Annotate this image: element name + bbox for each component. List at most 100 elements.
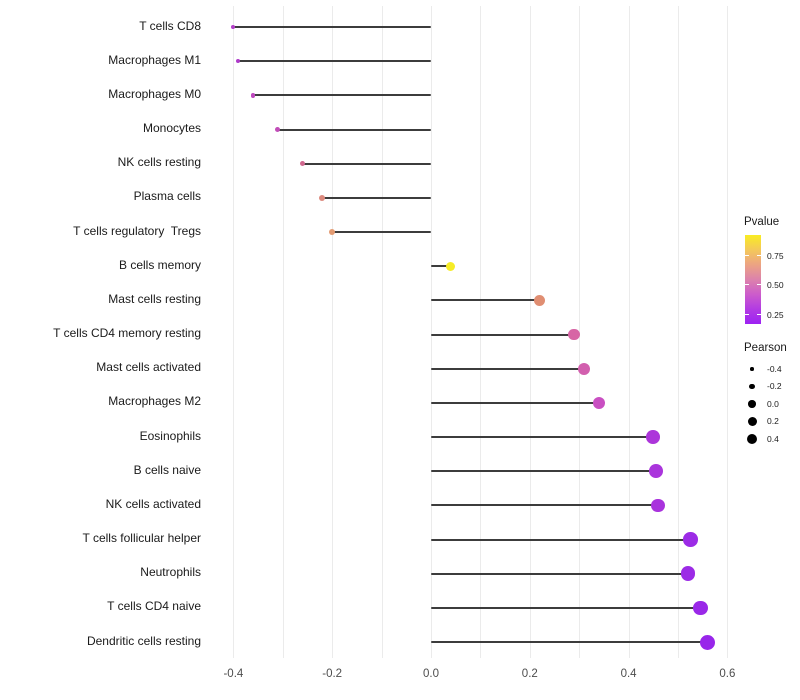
- category-label: Macrophages M0: [108, 86, 201, 101]
- lollipop-point: [231, 25, 236, 29]
- lollipop-stem: [431, 470, 656, 473]
- lollipop-point: [250, 93, 256, 98]
- pearson-legend-dot: [746, 433, 758, 444]
- lollipop-point: [329, 228, 336, 236]
- colorbar-tick-mark: [745, 284, 749, 285]
- pearson-legend-label: -0.4: [767, 363, 782, 374]
- pearson-legend-dot: [747, 416, 757, 426]
- lollipop-stem: [431, 333, 575, 336]
- lollipop-point: [648, 464, 663, 479]
- lollipop-point: [651, 498, 666, 513]
- pearson-legend-item: 0.0: [744, 395, 800, 413]
- pvalue-colorbar: [745, 235, 761, 324]
- colorbar-tick-mark: [745, 314, 749, 315]
- pearson-legend-dot: [750, 367, 754, 371]
- lollipop-stem: [302, 162, 431, 165]
- lollipop-point: [578, 362, 591, 375]
- legend-pearson: Pearson -0.4 -0.2 0.0 0.2 0.4: [744, 342, 800, 448]
- gridline: [282, 6, 284, 658]
- lollipop-point: [236, 59, 241, 64]
- pearson-legend-item: 0.2: [744, 413, 800, 431]
- lollipop-point: [446, 261, 456, 271]
- pearson-legend-dot-cell: [744, 383, 760, 389]
- lollipop-point: [299, 160, 306, 167]
- pearson-legend-dot-cell: [744, 416, 760, 426]
- category-label: T cells regulatory Tregs: [73, 223, 201, 238]
- lollipop-point: [683, 532, 698, 547]
- x-tick-label: -0.2: [322, 668, 343, 680]
- lollipop-stem: [233, 26, 431, 28]
- lollipop-stem: [431, 265, 451, 268]
- lollipop-stem: [431, 299, 540, 302]
- lollipop-stem: [431, 401, 599, 404]
- legend-pvalue-title: Pvalue: [744, 216, 780, 228]
- lollipop-point: [534, 294, 546, 306]
- colorbar-tick-mark: [757, 255, 761, 256]
- colorbar-tick-mark: [745, 255, 749, 256]
- pearson-legend-dot: [748, 400, 756, 408]
- category-label: B cells memory: [118, 257, 201, 272]
- pearson-size-items: -0.4 -0.2 0.0 0.2 0.4: [744, 360, 800, 448]
- pearson-legend-item: -0.2: [744, 378, 800, 396]
- category-label: T cells follicular helper: [82, 531, 202, 546]
- lollipop-stem: [277, 128, 431, 131]
- lollipop-stem: [238, 60, 431, 63]
- lollipop-stem: [332, 231, 431, 233]
- pearson-legend-label: -0.2: [767, 381, 782, 392]
- gridline: [727, 6, 729, 658]
- gridline: [431, 6, 432, 658]
- lollipop-point: [700, 634, 716, 650]
- category-label: B cells naive: [133, 462, 201, 477]
- colorbar-tick-mark: [757, 284, 761, 285]
- gridline: [332, 6, 334, 658]
- category-label: Eosinophils: [139, 428, 201, 443]
- pearson-legend-dot-cell: [744, 367, 760, 371]
- lollipop-stem: [253, 94, 431, 97]
- lollipop-stem: [431, 641, 708, 644]
- legend-pvalue: Pvalue 0.75 0.50 0.25: [744, 216, 800, 324]
- colorbar-tick-label: 0.75: [767, 250, 784, 261]
- lollipop-point: [275, 127, 281, 132]
- lollipop-stem: [431, 606, 701, 609]
- lollipop-stem: [322, 196, 431, 199]
- x-tick-label: -0.4: [223, 668, 244, 680]
- lollipop-point: [592, 396, 606, 410]
- pearson-legend-item: 0.4: [744, 430, 800, 448]
- colorbar-tick-label: 0.25: [767, 309, 784, 320]
- category-label: T cells CD8: [139, 18, 201, 33]
- pearson-legend-label: 0.2: [767, 416, 779, 427]
- category-label: NK cells activated: [105, 496, 201, 511]
- lollipop-point: [646, 430, 661, 444]
- category-label: Mast cells activated: [96, 360, 201, 375]
- x-tick-label: 0.6: [719, 668, 736, 680]
- category-label: Monocytes: [142, 121, 201, 135]
- category-label: Plasma cells: [133, 189, 201, 204]
- category-label: Mast cells resting: [108, 291, 201, 306]
- legend-pearson-title: Pearson: [744, 342, 787, 354]
- lollipop-point: [568, 328, 581, 341]
- colorbar-tick-mark: [757, 314, 761, 315]
- lollipop-stem: [431, 572, 688, 575]
- lollipop-stem: [431, 367, 585, 370]
- category-label: NK cells resting: [117, 155, 201, 170]
- pearson-legend-dot: [749, 383, 755, 389]
- gridline: [678, 6, 679, 658]
- pearson-legend-label: 0.0: [767, 398, 779, 409]
- gridline: [480, 6, 482, 658]
- lollipop-stem: [431, 436, 654, 438]
- lollipop-stem: [431, 538, 691, 541]
- category-label: T cells CD4 naive: [107, 599, 201, 614]
- pearson-legend-label: 0.4: [767, 433, 779, 444]
- gridline: [529, 6, 531, 658]
- x-tick-label: 0.0: [423, 668, 439, 680]
- pearson-legend-item: -0.4: [744, 360, 800, 378]
- lollipop-point: [680, 566, 696, 581]
- category-label: T cells CD4 memory resting: [53, 326, 201, 340]
- lollipop-stem: [431, 504, 659, 507]
- x-tick-label: 0.4: [620, 668, 637, 680]
- category-label: Neutrophils: [140, 565, 201, 580]
- pearson-legend-dot-cell: [744, 433, 760, 444]
- pearson-legend-dot-cell: [744, 400, 760, 408]
- gridline: [381, 6, 383, 658]
